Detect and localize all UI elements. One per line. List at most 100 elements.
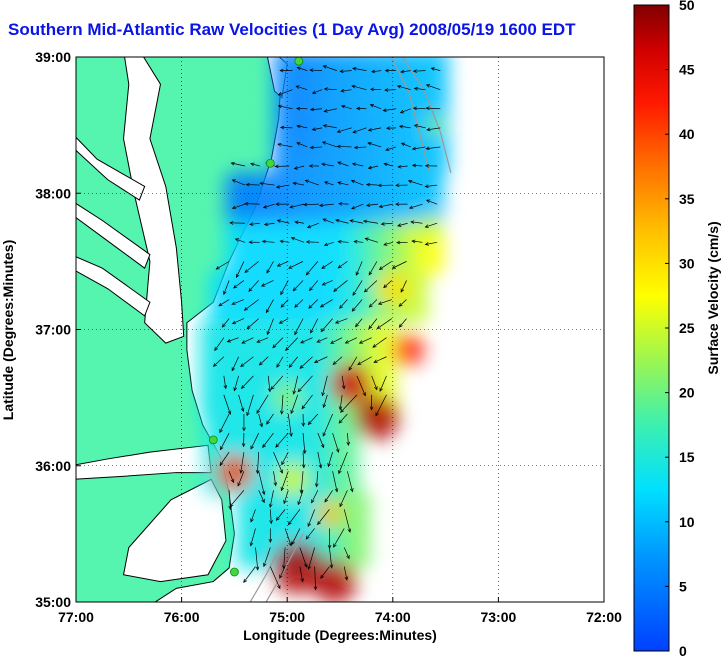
velocity-vector — [314, 566, 316, 590]
velocity-vector-head — [292, 390, 297, 395]
water-body — [123, 57, 185, 344]
velocity-vector — [317, 509, 330, 525]
x-tick-label: 73:00 — [480, 609, 516, 625]
velocity-vector-head — [215, 266, 220, 270]
velocity-vector — [305, 528, 315, 540]
field-patch — [419, 57, 452, 80]
velocity-vector — [412, 146, 426, 150]
velocity-vector — [426, 146, 441, 150]
velocity-vector — [335, 318, 348, 324]
velocity-vector-head — [398, 323, 403, 328]
velocity-vector — [292, 280, 304, 291]
velocity-vector-head — [230, 478, 235, 484]
colorbar-ticks: 0 5 10 15 20 25 30 35 40 45 50 — [665, 0, 695, 659]
velocity-vector-head — [323, 109, 328, 113]
velocity-vector-head — [308, 164, 313, 168]
velocity-vector-head — [277, 92, 283, 96]
velocity-vector-head — [278, 320, 283, 324]
velocity-vector-head — [329, 564, 334, 569]
velocity-vector — [324, 241, 334, 246]
velocity-vector-head — [322, 65, 327, 69]
velocity-vector-head — [307, 421, 312, 426]
velocity-vector-head — [335, 448, 340, 453]
velocity-vector — [291, 237, 305, 243]
velocity-vector-head — [322, 403, 327, 409]
velocity-vector — [281, 471, 289, 491]
velocity-vector-head — [377, 301, 383, 305]
velocity-vector-head — [350, 179, 356, 184]
velocity-vector-head — [301, 405, 306, 410]
velocity-vector-head — [311, 90, 317, 94]
velocity-vector — [310, 146, 323, 149]
velocity-vector — [291, 528, 301, 545]
velocity-vector — [319, 203, 334, 207]
velocity-vector-head — [333, 288, 338, 292]
velocity-vector — [359, 337, 372, 344]
velocity-vector-head — [323, 242, 329, 247]
velocity-vector — [409, 203, 423, 209]
velocity-vector — [287, 413, 292, 437]
velocity-vector-head — [219, 446, 224, 451]
velocity-vector — [337, 161, 349, 167]
velocity-vector — [355, 261, 363, 276]
field-patch — [419, 145, 452, 178]
velocity-vector — [347, 433, 349, 446]
grid-lines — [76, 57, 604, 602]
velocity-vector — [323, 125, 337, 129]
velocity-vector — [309, 280, 319, 291]
velocity-vector — [232, 203, 246, 209]
velocity-vector-head — [338, 470, 342, 475]
velocity-vector — [249, 222, 260, 225]
velocity-vector-head — [303, 202, 308, 207]
velocity-vector — [354, 146, 367, 149]
field-patch — [392, 333, 425, 366]
velocity-vector — [426, 84, 441, 91]
velocity-vector-head — [321, 265, 326, 269]
velocity-vector — [352, 280, 363, 296]
velocity-vector-head — [424, 184, 429, 189]
velocity-vector — [262, 241, 275, 243]
x-axis-label: Longitude (Degrees:Minutes) — [243, 627, 437, 643]
velocity-vector-head — [307, 522, 311, 528]
velocity-vector — [307, 222, 320, 228]
velocity-vector — [284, 528, 292, 546]
velocity-vector — [295, 221, 305, 224]
velocity-vector — [277, 219, 290, 224]
colorbar-tick-label: 45 — [679, 62, 695, 78]
velocity-vector-head — [296, 106, 301, 111]
velocity-vector — [322, 375, 328, 396]
velocity-vector — [351, 203, 364, 210]
velocity-vector-head — [365, 203, 371, 207]
velocity-vector-head — [399, 109, 405, 114]
velocity-vector — [400, 280, 407, 293]
velocity-vector — [425, 222, 438, 228]
velocity-vector-head — [261, 498, 265, 504]
velocity-vector-head — [300, 339, 305, 344]
velocity-vector-head — [266, 330, 271, 336]
velocity-vector-head — [223, 385, 228, 390]
velocity-vector-head — [230, 161, 235, 166]
velocity-vector-head — [327, 462, 331, 468]
colorbar-label: Surface Velocity (cm/s) — [705, 221, 721, 374]
velocity-vector-head — [407, 179, 413, 184]
velocity-vector — [279, 566, 286, 579]
velocity-vector — [235, 238, 246, 243]
velocity-vector — [408, 180, 423, 186]
velocity-vector — [246, 394, 254, 416]
velocity-vector — [352, 67, 367, 71]
velocity-vector — [250, 432, 260, 450]
velocity-vector-head — [351, 162, 357, 167]
velocity-vector-head — [351, 307, 356, 312]
velocity-vector — [277, 261, 289, 267]
velocity-vector-head — [324, 498, 329, 503]
velocity-vector-head — [424, 164, 429, 168]
velocity-vector-head — [378, 204, 383, 209]
bathymetry-line — [265, 533, 304, 602]
velocity-vector — [301, 394, 313, 409]
velocity-vector — [257, 452, 260, 474]
velocity-vector-head — [276, 263, 282, 267]
velocity-vector-head — [412, 106, 417, 111]
velocity-vector-head — [318, 203, 324, 208]
water-body — [76, 202, 151, 269]
